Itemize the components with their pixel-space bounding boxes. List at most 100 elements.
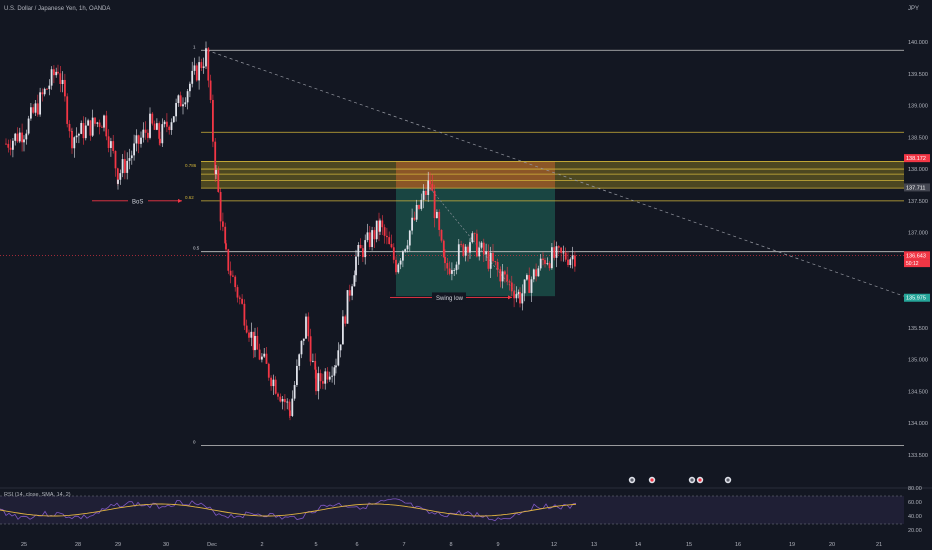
candle-body <box>464 246 467 256</box>
candle-body <box>48 85 51 90</box>
candle-body <box>346 290 349 324</box>
event-marker-dot <box>690 478 694 482</box>
candle-body <box>328 376 331 380</box>
candle-body <box>59 73 62 85</box>
candle-body <box>571 255 574 260</box>
candle-body <box>198 62 200 81</box>
candle-body <box>238 297 241 299</box>
candle-body <box>140 137 142 144</box>
price-label-box <box>904 154 930 163</box>
candle-body <box>562 252 565 254</box>
candle-body <box>324 371 327 384</box>
candle-body <box>71 131 73 149</box>
candle-body <box>159 138 161 144</box>
candle-body <box>279 396 282 402</box>
candle-body <box>359 244 362 249</box>
candle-body <box>317 373 320 392</box>
price-label-box <box>904 259 930 268</box>
price-tick: 134.500 <box>908 389 928 395</box>
time-tick: 16 <box>735 542 741 548</box>
candle-body <box>64 79 66 97</box>
candle-body <box>504 271 506 275</box>
candle-body <box>368 232 371 247</box>
candle-body <box>114 150 117 169</box>
candle-body <box>57 71 59 74</box>
candle-body <box>420 199 423 209</box>
candle-body <box>383 227 386 236</box>
candle-body <box>415 204 418 220</box>
price-tick: 134.000 <box>908 421 928 427</box>
candle-body <box>355 256 357 276</box>
candle-body <box>455 264 458 271</box>
candle-body <box>453 270 456 271</box>
candle-body <box>214 141 217 175</box>
candle-body <box>256 335 259 350</box>
time-tick: 15 <box>686 542 692 548</box>
time-tick: 13 <box>591 542 597 548</box>
candle-body <box>254 335 256 351</box>
candle-body <box>535 269 537 277</box>
time-tick: 6 <box>355 542 358 548</box>
time-tick: 5 <box>314 542 317 548</box>
event-marker-dot <box>698 478 702 482</box>
candle-body <box>219 191 222 222</box>
candle-body <box>433 190 436 219</box>
candle-body <box>14 133 17 141</box>
candle-body <box>411 217 413 231</box>
candle-body <box>537 268 540 277</box>
candle-body <box>245 325 248 333</box>
candle-body <box>530 279 533 293</box>
swing-low-label-bg <box>432 292 466 302</box>
candle-body <box>168 126 171 131</box>
candle-body <box>378 220 380 232</box>
candle-body <box>89 120 92 136</box>
candle-body <box>322 381 324 384</box>
candle-body <box>388 237 391 245</box>
risk-box <box>396 161 555 189</box>
candle-body <box>422 190 425 200</box>
candle-body <box>274 379 277 394</box>
candle-body <box>18 132 21 142</box>
price-tick: 138.500 <box>908 135 928 141</box>
candle-body <box>252 331 255 351</box>
candle-body <box>506 274 509 282</box>
candle-body <box>312 360 314 362</box>
candle-body <box>193 65 196 71</box>
candle-body <box>496 262 499 269</box>
candle-body <box>567 259 569 266</box>
candle-body <box>236 287 239 298</box>
candle-body <box>357 244 360 257</box>
candle-body <box>270 377 272 387</box>
candle-body <box>508 281 511 283</box>
candle-body <box>186 91 189 103</box>
time-tick: 2 <box>260 542 263 548</box>
candle-body <box>482 242 485 255</box>
price-label-text: 50:12 <box>906 261 919 267</box>
candle-body <box>39 92 41 115</box>
time-tick: 21 <box>876 542 882 548</box>
candle-body <box>513 291 515 299</box>
price-tick: 135.500 <box>908 326 928 332</box>
candle-body <box>288 401 291 411</box>
candle-body <box>555 246 558 258</box>
rsi-tick: 80.00 <box>908 486 922 492</box>
candle-body <box>241 298 243 304</box>
candle-body <box>551 247 553 269</box>
candle-body <box>489 252 492 269</box>
candle-body <box>315 369 317 392</box>
candle-body <box>144 129 147 133</box>
time-tick: 25 <box>21 542 27 548</box>
candle-body <box>386 235 388 238</box>
candle-body <box>36 103 39 115</box>
price-tick: 137.500 <box>908 199 928 205</box>
rsi-tick: 40.00 <box>908 514 922 520</box>
candle-body <box>462 244 465 256</box>
price-label-text: 137.711 <box>906 185 925 191</box>
candle-body <box>234 276 237 288</box>
candle-body <box>202 66 205 68</box>
fib-label: 1 <box>193 44 196 49</box>
candle-body <box>147 132 149 138</box>
candle-body <box>492 252 494 262</box>
candle-body <box>523 279 526 294</box>
